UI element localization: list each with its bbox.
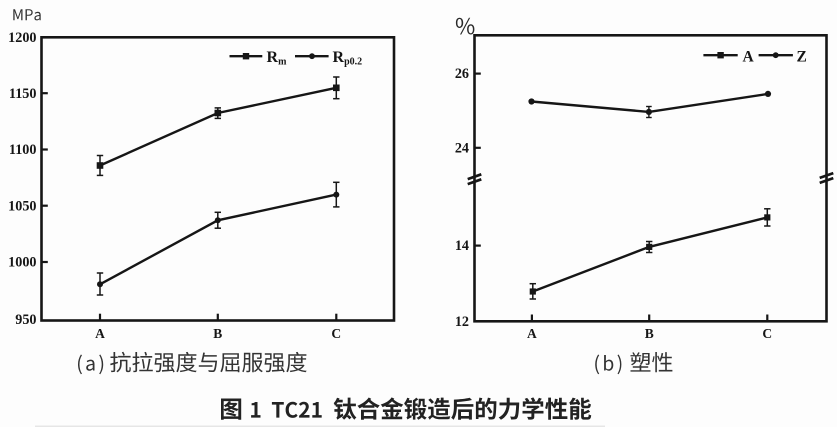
svg-text:12: 12 bbox=[455, 314, 469, 330]
svg-text:1000: 1000 bbox=[8, 255, 36, 271]
svg-text:A: A bbox=[743, 49, 755, 66]
svg-text:24: 24 bbox=[455, 140, 469, 156]
svg-text:A: A bbox=[527, 326, 537, 341]
svg-text:1150: 1150 bbox=[9, 86, 37, 102]
svg-text:Z: Z bbox=[797, 49, 807, 66]
svg-text:950: 950 bbox=[15, 312, 36, 328]
svg-text:Rm: Rm bbox=[267, 49, 288, 68]
svg-text:B: B bbox=[645, 326, 654, 341]
svg-text:B: B bbox=[213, 326, 222, 341]
svg-text:C: C bbox=[762, 326, 772, 341]
svg-text:A: A bbox=[95, 326, 105, 341]
svg-text:1050: 1050 bbox=[8, 198, 36, 214]
svg-text:Rp0.2: Rp0.2 bbox=[333, 49, 363, 68]
svg-text:1200: 1200 bbox=[8, 30, 36, 46]
svg-text:26: 26 bbox=[455, 66, 469, 82]
svg-text:14: 14 bbox=[455, 238, 469, 254]
svg-text:C: C bbox=[331, 326, 341, 341]
svg-text:1100: 1100 bbox=[9, 142, 37, 158]
